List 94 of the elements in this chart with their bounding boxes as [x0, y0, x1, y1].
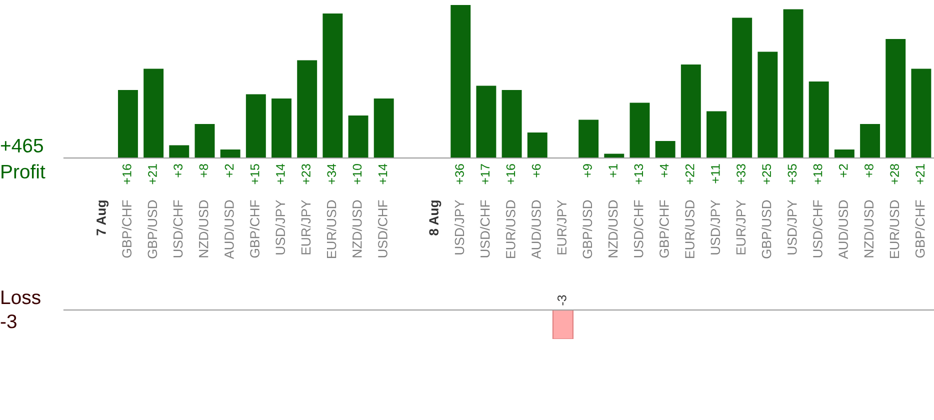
data-label: +13: [634, 164, 644, 184]
bar: [246, 94, 266, 158]
data-label: +10: [352, 164, 362, 184]
x-tick-label: EUR/USD: [684, 200, 694, 258]
bar: [578, 120, 599, 158]
bar: [834, 150, 854, 158]
bar: [144, 68, 164, 158]
data-label: +4: [660, 164, 669, 178]
bar: [118, 90, 138, 158]
bar: [527, 132, 548, 158]
data-label: +18: [813, 164, 822, 184]
x-tick-label: GBP/USD: [147, 200, 158, 258]
bar: [808, 82, 829, 158]
x-tick-label: USD/JPY: [275, 200, 286, 254]
y-axis-title: Loss: [2, 290, 40, 304]
data-label: -3: [557, 295, 566, 306]
x-tick-label: USD/JPY: [710, 200, 720, 254]
x-tick-label: NZD/USD: [352, 200, 362, 258]
bar: [783, 9, 804, 158]
x-tick-label: EUR/JPY: [300, 200, 311, 254]
data-label: +2: [224, 164, 234, 178]
bar: [450, 5, 471, 158]
data-label: +6: [532, 164, 541, 178]
bar: [502, 90, 522, 158]
data-label: +1: [608, 164, 618, 178]
bar: [348, 116, 368, 158]
x-tick-label: AUD/USD: [531, 200, 541, 260]
x-tick-label: GBP/CHF: [122, 200, 132, 258]
y-axis-title: Profit: [2, 164, 46, 179]
data-label: +17: [480, 164, 490, 184]
data-label: +23: [302, 164, 310, 184]
data-label: +8: [864, 164, 874, 178]
bar: [220, 150, 240, 158]
bar: [374, 98, 394, 158]
bar: [680, 64, 701, 158]
x-tick-label: NZD/USD: [608, 200, 618, 258]
data-label: +2: [838, 164, 848, 178]
data-label: +16: [122, 164, 132, 184]
data-label: +36: [455, 164, 464, 184]
data-label: +28: [890, 164, 899, 184]
data-label: +22: [685, 164, 694, 184]
data-label: +33: [736, 164, 746, 184]
data-label: +14: [378, 164, 388, 184]
bar: [194, 124, 215, 158]
data-label: +34: [327, 164, 336, 184]
x-tick-label: EUR/USD: [326, 200, 336, 258]
x-tick-label: USD/JPY: [454, 200, 464, 254]
bar: [322, 14, 343, 158]
data-label: +25: [762, 164, 772, 184]
bar: [630, 102, 650, 158]
x-tick-label: GBP/USD: [582, 200, 592, 258]
x-tick-label: EUR/JPY: [556, 200, 567, 254]
x-tick-label: GBP/CHF: [915, 200, 925, 258]
bar: [911, 68, 932, 158]
x-tick-label: USD/CHF: [480, 200, 490, 258]
x-tick-label: 7 Aug: [96, 200, 109, 236]
x-tick-label: GBP/CHF: [250, 200, 260, 258]
x-tick-label: GBP/CHF: [659, 200, 669, 258]
bar: [732, 18, 752, 158]
x-tick-label: AUD/USD: [224, 200, 234, 260]
x-tick-label: USD/JPY: [787, 200, 797, 254]
bar: [272, 98, 292, 158]
bar: [706, 111, 726, 158]
bar: [655, 141, 676, 158]
data-label: +35: [788, 164, 797, 184]
data-label: +21: [148, 164, 157, 184]
x-tick-label: NZD/USD: [198, 200, 208, 258]
x-tick-label: AUD/USD: [838, 200, 848, 260]
bar: [860, 124, 880, 158]
x-tick-label: USD/CHF: [172, 200, 183, 258]
bar: [476, 86, 496, 158]
data-label: +11: [711, 164, 720, 184]
bar: [297, 60, 318, 158]
x-tick-label: USD/CHF: [634, 200, 644, 258]
x-tick-label: EUR/USD: [889, 200, 900, 258]
bar: [758, 52, 778, 158]
data-label: +21: [916, 164, 924, 184]
data-label: +14: [276, 164, 285, 184]
text: -3: [0, 314, 16, 328]
x-tick-label: EUR/USD: [506, 200, 516, 258]
bar: [169, 145, 190, 158]
data-label: +16: [506, 164, 516, 184]
x-tick-label: USD/CHF: [812, 200, 822, 258]
bar: [886, 39, 906, 158]
data-label: +3: [174, 164, 183, 178]
x-tick-label: NZD/USD: [864, 200, 874, 258]
x-tick-label: 8 Aug: [429, 200, 442, 236]
x-tick-label: GBP/USD: [762, 200, 772, 258]
x-tick-label: EUR/JPY: [736, 200, 746, 254]
data-label: +9: [583, 164, 592, 178]
x-tick-label: USD/CHF: [378, 200, 388, 258]
text: +465: [0, 138, 43, 153]
data-label: +8: [199, 164, 208, 178]
data-label: +15: [250, 164, 260, 184]
